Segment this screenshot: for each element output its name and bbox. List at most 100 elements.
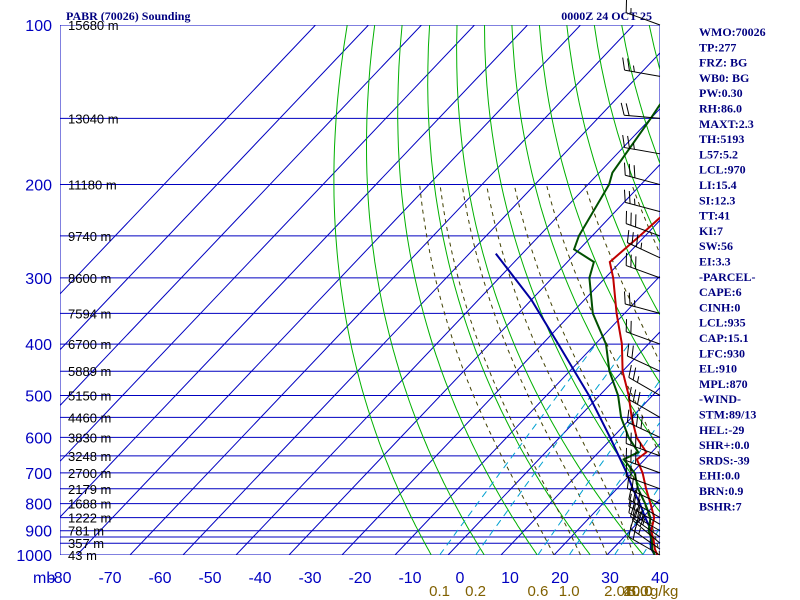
parcel-trace [495, 252, 656, 555]
wind-barb-staff [627, 421, 661, 438]
wind-barb [625, 447, 661, 474]
dry-adiabat [786, 25, 800, 555]
pressure-tick-label: 100 [25, 18, 52, 35]
mixing-ratio-line [537, 379, 660, 555]
wind-barb-staff [632, 519, 661, 544]
wind-barbs [620, 0, 661, 556]
moist-adiabat [486, 184, 634, 555]
mixing-ratio-unit: g/kg [650, 583, 678, 600]
isotherm-line [766, 25, 800, 555]
temperature-tick-label: -60 [148, 570, 171, 587]
height-label: 13040 m [68, 111, 119, 126]
height-label: 3248 m [68, 449, 111, 464]
wind-barb-staff [627, 355, 661, 372]
dry-adiabat [456, 25, 644, 555]
index-item: LI:15.4 [699, 178, 737, 192]
mixing-ratio-label: 0.6 [527, 583, 548, 600]
index-item: EL:910 [699, 362, 737, 376]
wind-barb-flag [635, 234, 639, 247]
temperature-tick-label: -70 [98, 570, 121, 587]
wind-barb [622, 134, 661, 155]
wind-barb-flag [620, 102, 625, 116]
wind-barb [630, 516, 661, 550]
isotherm-line [500, 386, 660, 555]
index-item: SW:56 [699, 239, 733, 253]
index-item: BRN:0.9 [699, 484, 743, 498]
wind-barb [622, 57, 661, 77]
index-item: L57:5.2 [699, 147, 738, 161]
pressure-tick-label: 900 [25, 524, 52, 541]
height-label: 43 m [68, 548, 97, 563]
isotherm-line [553, 442, 660, 555]
index-item: PW:0.30 [699, 86, 743, 100]
wind-barb-staff [625, 174, 661, 186]
wind-barb-half-flag [641, 513, 644, 521]
wind-barb-flag [622, 134, 626, 148]
wind-barb-staff [624, 147, 661, 155]
height-label: 9740 m [68, 229, 111, 244]
wind-barb-half-flag [636, 376, 640, 383]
wind-barb-flag [632, 367, 637, 381]
wind-barb-flag [626, 230, 630, 243]
wind-barb-flag [626, 475, 630, 489]
wind-barb-flag [628, 487, 632, 500]
mixing-ratio-line [568, 421, 660, 555]
index-item: CAPE:6 [699, 285, 742, 299]
index-item: TH:5193 [699, 132, 744, 146]
wind-barb [628, 364, 661, 396]
wind-barb-staff [624, 69, 661, 77]
background-grid [60, 25, 800, 556]
wind-barb-flag [631, 477, 634, 491]
wind-barb-staff [626, 12, 661, 26]
dry-adiabat [566, 25, 660, 316]
dry-adiabat [538, 25, 660, 384]
wind-barb-flag [638, 509, 643, 523]
pressure-tick-label: 600 [25, 430, 52, 447]
height-label: 2179 m [68, 482, 111, 497]
index-item: TP:277 [699, 40, 736, 54]
wind-barb [625, 463, 661, 490]
wind-barb-half-flag [642, 518, 646, 526]
wind-barb-flag [640, 415, 643, 429]
mixing-ratio-label: 0.1 [429, 583, 450, 600]
index-item: LCL:935 [699, 316, 746, 330]
isotherm-line [60, 25, 422, 407]
height-label: 7594 m [68, 306, 111, 321]
index-item: MPL:870 [699, 377, 748, 391]
wind-barb-flag [628, 292, 631, 306]
height-label: 1688 m [68, 497, 111, 512]
index-item: SHR+:0.0 [699, 438, 750, 452]
height-label: 5889 m [68, 364, 111, 379]
isotherm-line [182, 52, 660, 555]
wind-barb [625, 0, 661, 26]
height-label: 357 m [68, 536, 104, 551]
dry-adiabat [397, 25, 538, 555]
wind-barb-staff [628, 377, 661, 396]
isotherm-line [76, 25, 581, 555]
temperature-tick-label: 20 [551, 570, 569, 587]
index-item: FRZ: BG [699, 56, 747, 70]
moist-adiabat [764, 185, 800, 556]
height-label: 6700 m [68, 337, 111, 352]
dry-adiabat [759, 25, 800, 555]
wind-barb-flag [631, 345, 634, 359]
isotherm-line [341, 219, 660, 555]
index-item: TT:41 [699, 209, 730, 223]
wind-barb-staff [627, 487, 661, 505]
moist-adiabat [546, 184, 660, 458]
wind-barb [625, 430, 661, 457]
wind-barb-staff [625, 201, 661, 213]
mixing-ratio-label: 2.0 [604, 583, 625, 600]
dry-adiabat [593, 25, 660, 244]
height-label: 15680 m [68, 18, 119, 33]
wind-barb [625, 319, 661, 345]
mixing-ratio-line [439, 343, 597, 555]
index-item: EHI:0.0 [699, 469, 740, 483]
wind-barb [626, 409, 661, 438]
wind-barb-half-flag [632, 65, 635, 72]
wind-barb-flag [623, 291, 626, 305]
height-label: 2700 m [68, 466, 111, 481]
height-label: 4460 m [68, 410, 111, 425]
